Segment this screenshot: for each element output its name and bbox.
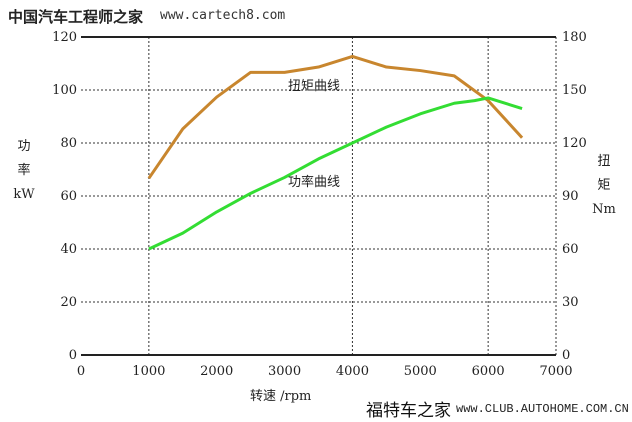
- power-curve-label: 功率曲线: [288, 174, 340, 190]
- x-tick-label: 2000: [200, 364, 233, 379]
- y-left-label: 功: [17, 139, 30, 154]
- y-right-tick-label: 30: [562, 295, 579, 310]
- watermark-url: www.cartech8.com: [160, 8, 286, 23]
- y-left-tick-label: 20: [60, 295, 77, 310]
- x-tick-label: 5000: [404, 364, 437, 379]
- y-right-tick-label: 150: [562, 83, 587, 98]
- x-tick-label: 4000: [336, 364, 369, 379]
- y-left-tick-label: 100: [52, 83, 77, 98]
- series-line-0: [147, 54, 524, 180]
- y-left-tick-label: 60: [60, 189, 77, 204]
- x-tick-label: 0: [77, 364, 85, 379]
- y-right-label: 矩: [597, 178, 610, 193]
- x-axis-label: 转速 /rpm: [250, 389, 311, 404]
- x-tick-label: 6000: [472, 364, 505, 379]
- y-right-tick-label: 60: [562, 242, 579, 257]
- y-left-label: kW: [13, 187, 35, 202]
- watermark-bottom-url: www.CLUB.AUTOHOME.COM.CN: [456, 402, 629, 416]
- y-right-tick-label: 0: [562, 348, 570, 363]
- torque-curve-label: 扭矩曲线: [288, 79, 340, 94]
- series-line-1: [148, 96, 523, 251]
- y-left-tick-label: 80: [60, 136, 77, 151]
- y-right-tick-label: 180: [562, 30, 587, 45]
- y-right-tick-label: 120: [562, 136, 587, 151]
- y-right-label: Nm: [592, 202, 616, 217]
- y-left-label: 率: [17, 162, 30, 178]
- y-left-tick-label: 120: [52, 30, 77, 45]
- x-tick-label: 3000: [268, 364, 301, 379]
- y-right-label: 扭: [597, 154, 610, 169]
- x-tick-label: 1000: [132, 364, 165, 379]
- x-tick-label: 7000: [539, 364, 572, 379]
- y-right-tick-label: 90: [562, 189, 579, 204]
- watermark-title: 中国汽车工程师之家: [8, 8, 144, 26]
- y-left-tick-label: 0: [69, 348, 77, 363]
- watermark-bottom-title: 福特车之家: [366, 401, 451, 421]
- y-left-tick-label: 40: [60, 242, 77, 257]
